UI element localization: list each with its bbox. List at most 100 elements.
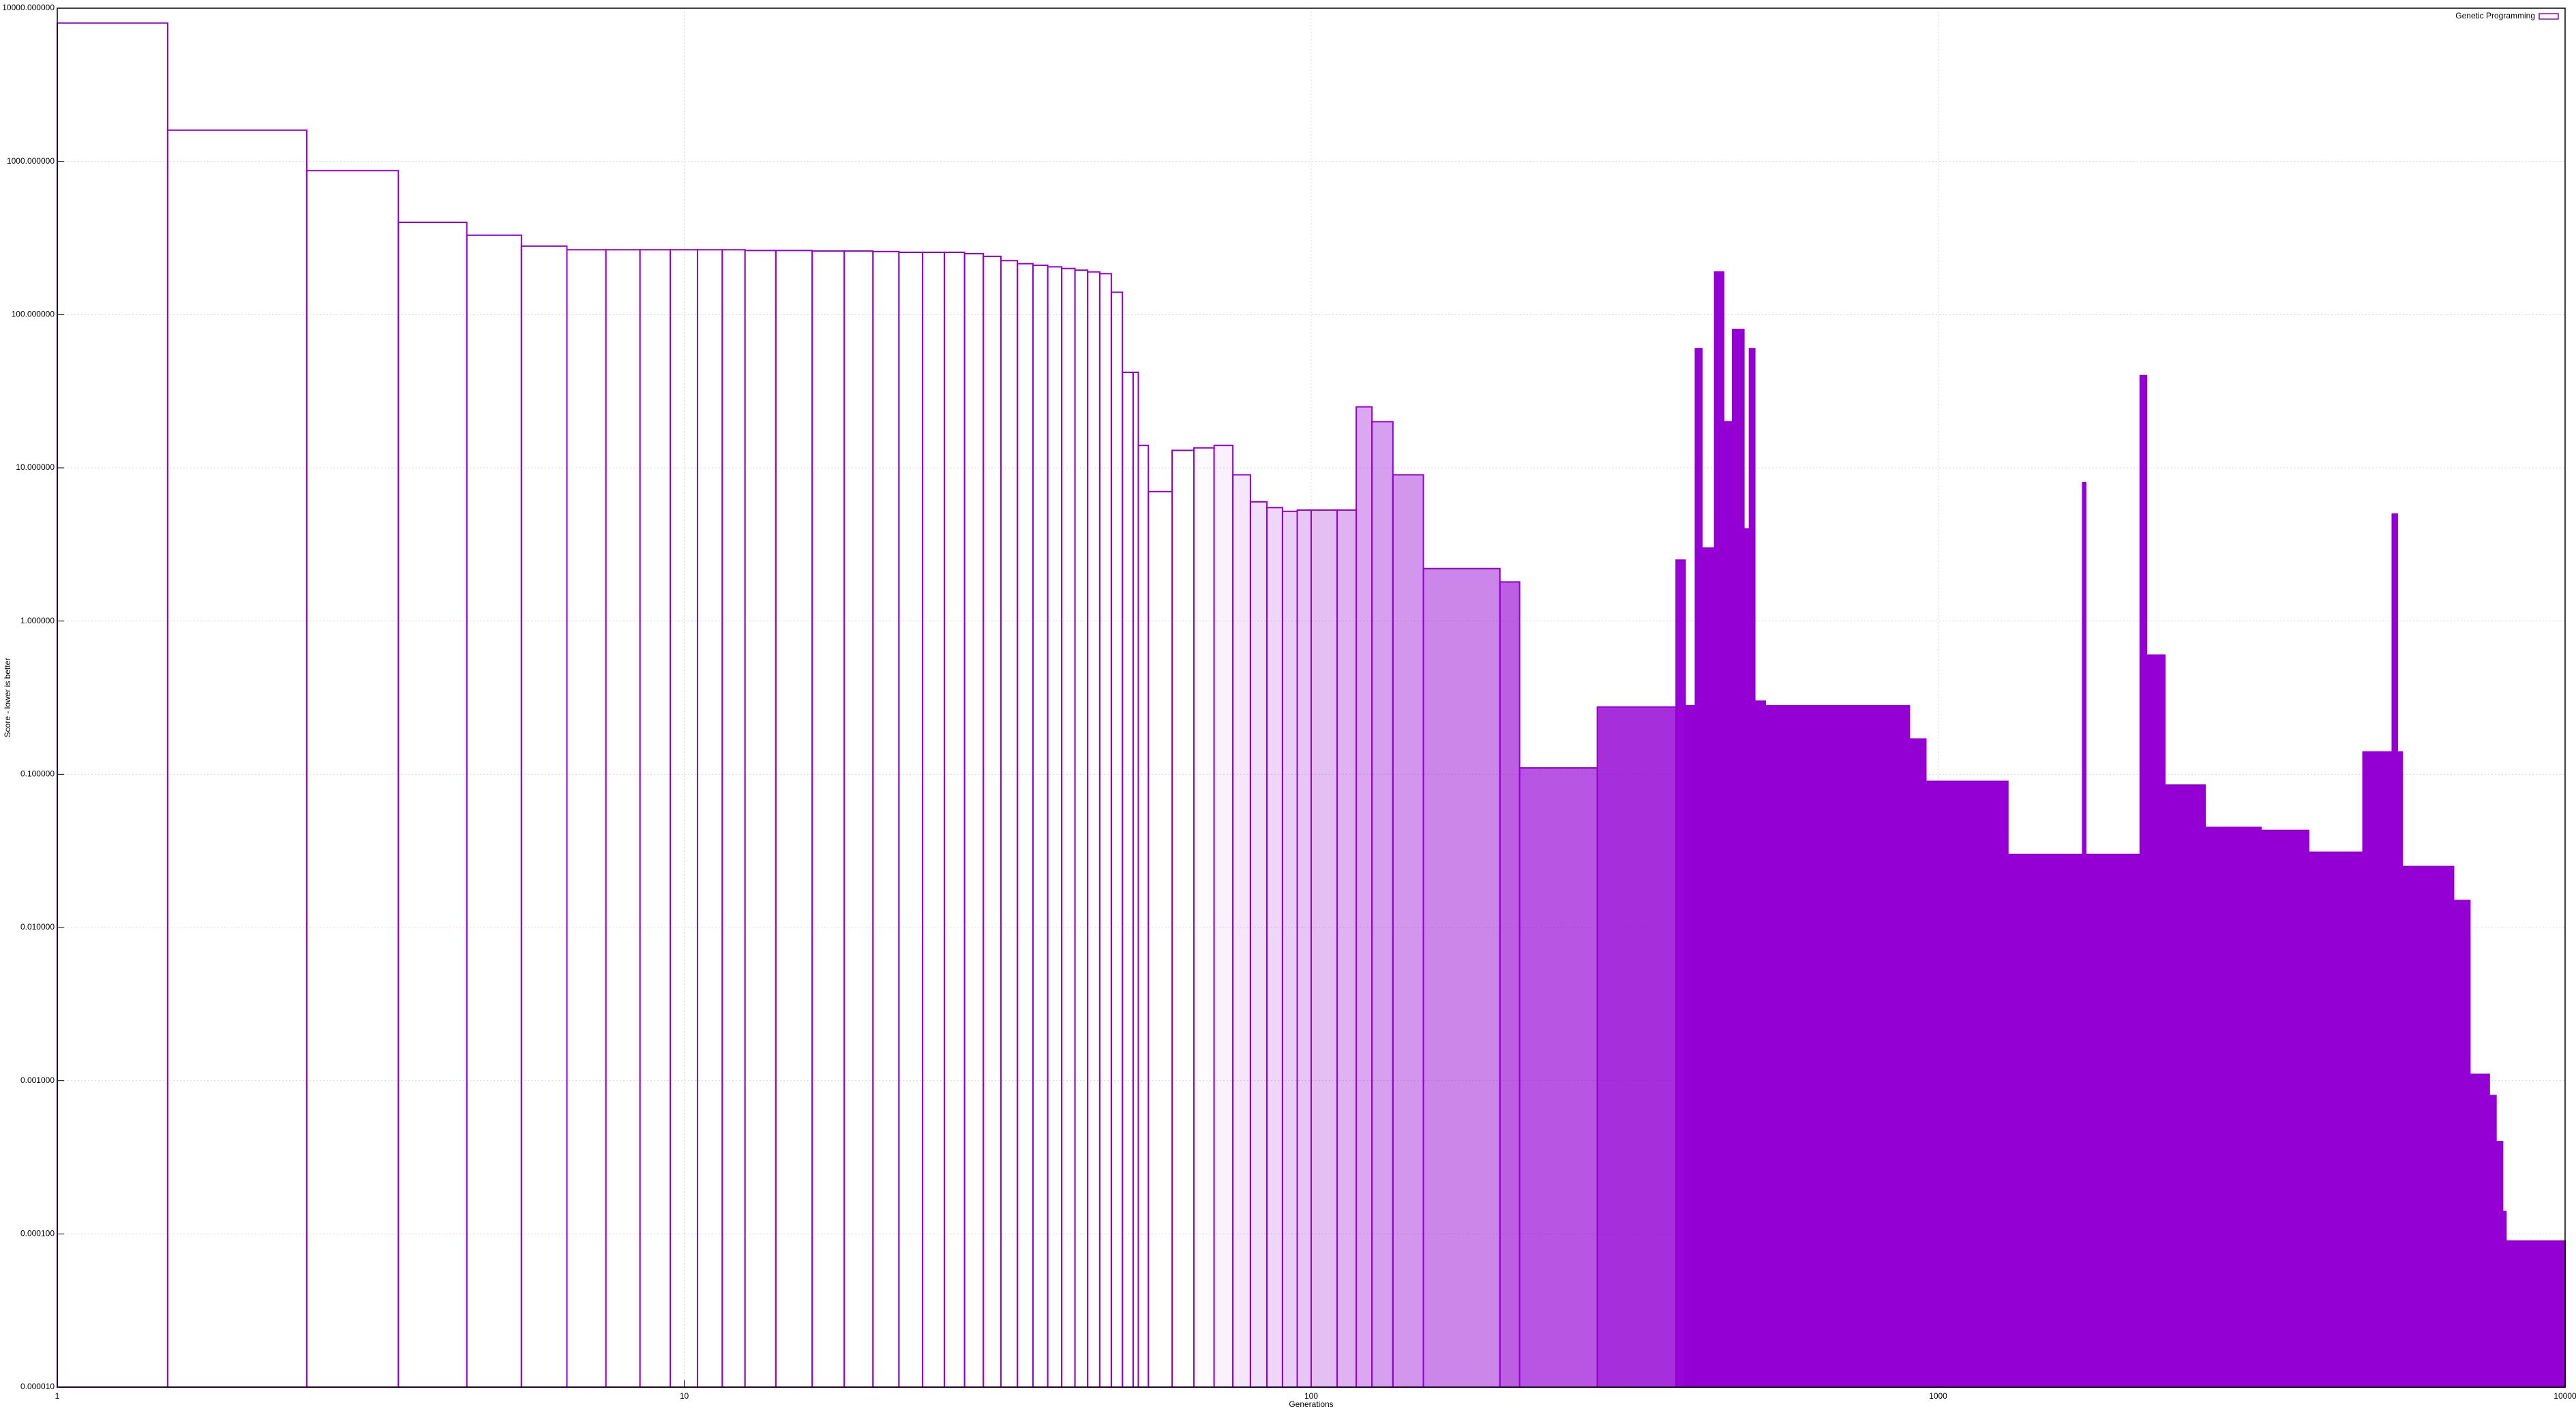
bar (2362, 751, 2393, 1388)
bar (1249, 501, 1268, 1388)
bar (1061, 267, 1076, 1388)
bar (898, 251, 924, 1388)
bar (2495, 1141, 2504, 1388)
bar (1371, 421, 1394, 1388)
bar (1032, 264, 1049, 1388)
x-tick-label: 10 (680, 1391, 689, 1401)
bar (1047, 266, 1063, 1388)
bar (1311, 509, 1338, 1388)
legend-swatch (2538, 13, 2559, 20)
bar (963, 252, 985, 1388)
bar (2396, 751, 2403, 1388)
bar (2505, 1240, 2566, 1388)
bar (57, 22, 168, 1388)
y-tick-label: 1000.000000 (7, 156, 55, 166)
y-tick-label: 0.100000 (20, 769, 55, 779)
bar (1281, 510, 1298, 1388)
bar (1748, 348, 1756, 1388)
bar (2139, 374, 2148, 1388)
y-tick-label: 0.010000 (20, 922, 55, 932)
bar (1000, 260, 1019, 1388)
bar (2164, 784, 2206, 1388)
bar (1754, 700, 1766, 1388)
bar (1017, 263, 1034, 1388)
x-tick-label: 1000 (1929, 1391, 1947, 1401)
y-tick-label: 100.000000 (12, 310, 55, 319)
y-tick-label: 1.000000 (20, 616, 55, 625)
bar (1356, 406, 1373, 1388)
bar (1213, 445, 1234, 1388)
bar (1087, 271, 1100, 1388)
bar (1684, 704, 1696, 1388)
bar (1171, 449, 1195, 1388)
bar (2260, 829, 2309, 1388)
bar (1193, 447, 1215, 1388)
bar (2401, 865, 2455, 1388)
bar (1148, 490, 1173, 1388)
y-tick-label: 10000.000000 (2, 3, 55, 12)
bar (2488, 1095, 2497, 1388)
bar (1694, 348, 1703, 1388)
x-tick-label: 1 (55, 1391, 60, 1401)
legend-label: Genetic Programming (2455, 11, 2535, 20)
bar (605, 249, 641, 1388)
bar (1731, 329, 1745, 1388)
y-axis-label: Score - lower is better (3, 658, 12, 738)
bar (1098, 273, 1112, 1388)
bar (1723, 421, 1733, 1388)
bar (721, 249, 746, 1388)
bar (1122, 371, 1134, 1388)
series (57, 22, 2566, 1388)
bar (466, 234, 522, 1388)
bar (775, 250, 813, 1388)
bar (2007, 853, 2084, 1388)
x-axis-label: Generations (1289, 1399, 1333, 1409)
bar (1908, 738, 1927, 1388)
bar (2146, 654, 2166, 1388)
bar (1132, 371, 1139, 1388)
x-tick-label: 10000 (2553, 1391, 2576, 1401)
plot-frame (57, 8, 2566, 1388)
bar (2453, 900, 2471, 1388)
bar (2469, 1073, 2490, 1388)
bar (1336, 509, 1358, 1388)
bar (1925, 780, 2009, 1388)
bar (1701, 547, 1716, 1388)
bar (2391, 513, 2398, 1388)
bar (305, 170, 400, 1388)
bar (1296, 509, 1312, 1388)
bar (696, 249, 723, 1388)
bar (1675, 559, 1686, 1388)
bar (398, 222, 468, 1388)
bar (2085, 853, 2141, 1388)
bar (1232, 474, 1251, 1388)
bar (670, 249, 698, 1388)
bar (1596, 706, 1677, 1388)
bar (1392, 474, 1424, 1388)
bar (811, 250, 845, 1388)
bar (843, 250, 874, 1388)
y-tick-label: 0.001000 (20, 1075, 55, 1085)
bar (1074, 269, 1089, 1388)
bar (1713, 271, 1725, 1388)
bar (944, 251, 965, 1388)
bar (1266, 507, 1283, 1388)
bar (744, 250, 777, 1388)
x-tick-label: 100 (1304, 1391, 1318, 1401)
y-tick-label: 0.000010 (20, 1382, 55, 1391)
bar (1110, 291, 1124, 1388)
bar (520, 245, 568, 1388)
bar (2204, 827, 2262, 1388)
y-tick-label: 10.000000 (16, 462, 55, 472)
bar (872, 250, 900, 1388)
bar (639, 249, 672, 1388)
bar (1743, 528, 1750, 1388)
bar (1137, 445, 1150, 1388)
bar (1764, 704, 1911, 1388)
bar (922, 251, 946, 1388)
bar (1518, 767, 1598, 1388)
bar (166, 129, 308, 1388)
bar (983, 255, 1002, 1388)
bar (1499, 581, 1521, 1388)
